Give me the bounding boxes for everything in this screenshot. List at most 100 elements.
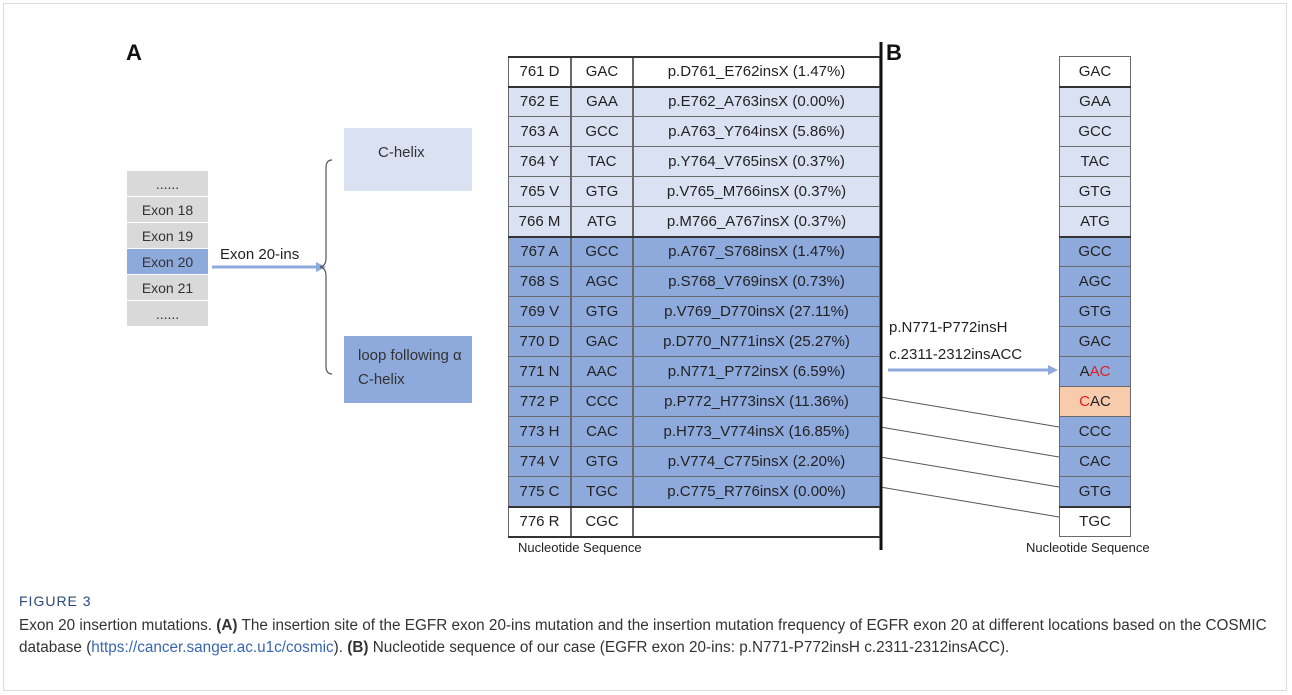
table-b-codon-cell: GTG	[1059, 296, 1131, 327]
table-a-pos-cell: 763 A	[508, 116, 571, 147]
exon-item: Exon 18	[127, 197, 208, 223]
table-a-pos-cell: 761 D	[508, 56, 571, 87]
table-a-codon-cell: GTG	[571, 176, 633, 207]
table-a-mutation-cell: p.D770_N771insX (25.27%)	[633, 326, 880, 357]
exon-arrow-label: Exon 20-ins	[220, 246, 300, 263]
table-a-separator	[508, 536, 880, 538]
caption-a-text-1: The insertion site of the EGFR exon 20-i…	[19, 617, 1267, 656]
table-a-mutation-cell	[633, 506, 880, 537]
c-helix-box: C-helix	[344, 128, 472, 191]
table-a-pos-cell: 767 A	[508, 236, 571, 267]
exon-item: ......	[127, 171, 208, 197]
table-a-separator	[508, 56, 880, 58]
table-a-mutation-cell: p.H773_V774insX (16.85%)	[633, 416, 880, 447]
table-a-mutation-cell: p.V769_D770insX (27.11%)	[633, 296, 880, 327]
seq-label-b: Nucleotide Sequence	[1026, 540, 1150, 555]
table-b-codon-cell: TAC	[1059, 146, 1131, 177]
table-b-codon-cell: CCC	[1059, 416, 1131, 447]
table-a-codon-cell: GCC	[571, 236, 633, 267]
table-a-codon-cell: TAC	[571, 146, 633, 177]
table-a-codon-cell: AGC	[571, 266, 633, 297]
aac-plain: A	[1079, 363, 1090, 380]
table-a-codon-cell: TGC	[571, 476, 633, 507]
table-a-pos-cell: 765 V	[508, 176, 571, 207]
table-a-mutation-cell: p.Y764_V765insX (0.37%)	[633, 146, 880, 177]
exon-item: ......	[127, 301, 208, 327]
exon-item: Exon 20	[127, 249, 208, 275]
table-a-pos-cell: 771 N	[508, 356, 571, 387]
caption-b-tag: (B)	[347, 639, 369, 656]
bracket	[319, 159, 333, 375]
table-a-pos-cell: 774 V	[508, 446, 571, 477]
caption-text: Exon 20 insertion mutations. (A) The ins…	[19, 615, 1269, 659]
seq-label-a: Nucleotide Sequence	[518, 540, 642, 555]
table-a-codon-cell: GAC	[571, 56, 633, 87]
caption-title: FIGURE 3	[19, 593, 92, 609]
table-b-separator	[1059, 236, 1131, 238]
table-b-codon-cell: GCC	[1059, 236, 1131, 267]
panel-label-a: A	[126, 40, 142, 65]
caption-a-text-2: ).	[333, 639, 343, 656]
table-b-codon-cell: TGC	[1059, 506, 1131, 537]
insertion-arrow-head	[1048, 365, 1058, 375]
table-a-codon-cell: CGC	[571, 506, 633, 537]
table-b-codon-cell: GAC	[1059, 56, 1131, 87]
table-a-mutation-cell: p.N771_P772insX (6.59%)	[633, 356, 880, 387]
table-b-separator	[1059, 86, 1131, 88]
table-a-mutation-cell: p.M766_A767insX (0.37%)	[633, 206, 880, 237]
table-a-pos-cell: 770 D	[508, 326, 571, 357]
table-a-codon-cell: GAA	[571, 86, 633, 117]
insertion-cdna: c.2311-2312insACC	[889, 346, 1023, 363]
caption-b-text: Nucleotide sequence of our case (EGFR ex…	[372, 639, 1010, 656]
table-b-codon-cell: AGC	[1059, 266, 1131, 297]
loop-box: loop following α C-helix	[344, 336, 472, 403]
caption-link[interactable]: https://cancer.sanger.ac.u1c/cosmic	[91, 639, 334, 656]
table-a-mutation-cell: p.S768_V769insX (0.73%)	[633, 266, 880, 297]
table-b-codon-cell: GAA	[1059, 86, 1131, 117]
table-a-pos-cell: 773 H	[508, 416, 571, 447]
table-a-separator	[508, 506, 880, 508]
connector-773	[879, 426, 1060, 458]
caption-a-tag: (A)	[216, 617, 238, 634]
table-a-mutation-cell: p.V774_C775insX (2.20%)	[633, 446, 880, 477]
cac-plain: AC	[1090, 393, 1111, 410]
table-a-separator	[508, 86, 880, 88]
figure-frame	[3, 3, 1287, 691]
connector-774	[879, 456, 1060, 488]
cac-red: C	[1079, 393, 1090, 410]
table-a-pos-cell: 776 R	[508, 506, 571, 537]
table-b-codon-cell: GAC	[1059, 326, 1131, 357]
table-b-codon-cell: GTG	[1059, 476, 1131, 507]
table-a-mutation-cell: p.D761_E762insX (1.47%)	[633, 56, 880, 87]
table-a-codon-cell: AAC	[571, 356, 633, 387]
exon-item: Exon 19	[127, 223, 208, 249]
table-b-codon-cell: GCC	[1059, 116, 1131, 147]
c-helix-label: C-helix	[378, 144, 425, 161]
table-a-codon-cell: CAC	[571, 416, 633, 447]
table-b-codon-cell: A AC	[1059, 356, 1131, 387]
table-a-codon-cell: GCC	[571, 116, 633, 147]
aac-red: AC	[1089, 363, 1111, 380]
table-a-mutation-cell: p.V765_M766insX (0.37%)	[633, 176, 880, 207]
connector-775	[879, 486, 1060, 518]
table-a-pos-cell: 772 P	[508, 386, 571, 417]
table-b-codon-cell: CAC	[1059, 446, 1131, 477]
connector-772	[879, 396, 1060, 428]
panel-label-b: B	[886, 40, 902, 65]
table-a-mutation-cell: p.A763_Y764insX (5.86%)	[633, 116, 880, 147]
table-a-mutation-cell: p.P772_H773insX (11.36%)	[633, 386, 880, 417]
table-a-codon-cell: ATG	[571, 206, 633, 237]
table-a-codon-cell: GTG	[571, 446, 633, 477]
caption-intro: Exon 20 insertion mutations.	[19, 617, 213, 634]
table-b-codon-cell: GTG	[1059, 176, 1131, 207]
insertion-protein: p.N771-P772insH	[889, 319, 1008, 336]
table-a-mutation-cell: p.E762_A763insX (0.00%)	[633, 86, 880, 117]
table-a-mutation-cell: p.A767_S768insX (1.47%)	[633, 236, 880, 267]
table-a-separator	[508, 236, 880, 238]
table-a-codon-cell: GAC	[571, 326, 633, 357]
table-b-separator	[1059, 506, 1131, 508]
table-a-pos-cell: 766 M	[508, 206, 571, 237]
table-a-codon-cell: GTG	[571, 296, 633, 327]
